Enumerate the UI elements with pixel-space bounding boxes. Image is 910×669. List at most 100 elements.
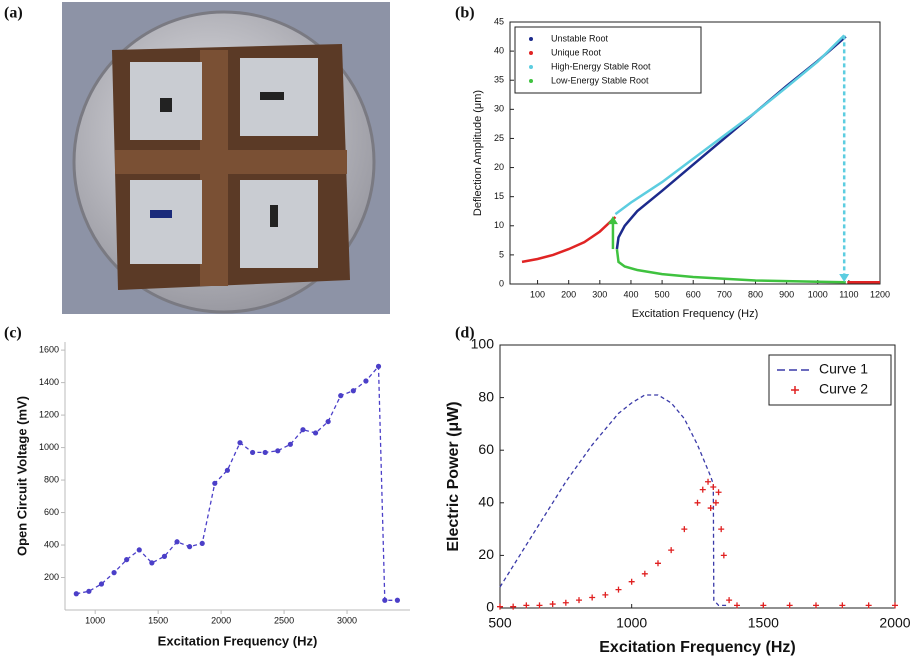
data-point xyxy=(174,539,179,544)
y-tick-label: 1000 xyxy=(39,442,59,452)
data-point xyxy=(839,602,845,608)
data-point xyxy=(225,468,230,473)
legend-marker xyxy=(529,65,533,69)
legend-marker xyxy=(529,79,533,83)
data-point xyxy=(602,592,608,598)
y-tick-label: 10 xyxy=(494,220,504,230)
arrow-head xyxy=(839,274,849,282)
data-point xyxy=(111,570,116,575)
legend-marker xyxy=(529,51,533,55)
series-line xyxy=(500,395,727,605)
data-point xyxy=(563,600,569,606)
x-tick-label: 2000 xyxy=(879,615,910,631)
y-axis-label: Deflection Amplitude (μm) xyxy=(472,90,484,216)
x-tick-label: 700 xyxy=(717,289,732,299)
y-tick-label: 60 xyxy=(478,441,494,457)
x-tick-label: 3000 xyxy=(337,615,357,625)
data-point xyxy=(589,594,595,600)
data-point xyxy=(550,601,556,607)
y-tick-label: 30 xyxy=(494,104,504,114)
x-tick-label: 1100 xyxy=(839,289,858,299)
y-axis-label: Electric Power (μW) xyxy=(445,401,462,551)
data-point xyxy=(681,526,687,532)
data-point xyxy=(892,602,898,608)
data-point xyxy=(655,560,661,566)
y-tick-label: 0 xyxy=(486,599,494,615)
data-point xyxy=(734,602,740,608)
legend-label: Unstable Root xyxy=(551,33,609,43)
y-tick-label: 40 xyxy=(478,494,494,510)
data-point xyxy=(313,430,318,435)
data-point xyxy=(382,598,387,603)
data-point xyxy=(275,448,280,453)
data-point xyxy=(695,500,701,506)
x-axis-label: Excitation Frequency (Hz) xyxy=(158,633,318,648)
x-tick-label: 1200 xyxy=(870,289,890,299)
data-point xyxy=(376,364,381,369)
series-line xyxy=(617,249,846,282)
y-tick-label: 200 xyxy=(44,572,59,582)
panel-label: (c) xyxy=(4,325,22,342)
legend-label: High-Energy Stable Root xyxy=(551,61,651,71)
y-tick-label: 40 xyxy=(494,45,504,55)
data-point xyxy=(700,487,706,493)
y-tick-label: 1400 xyxy=(39,377,59,387)
arrow-head xyxy=(608,216,618,224)
data-point xyxy=(787,602,793,608)
x-tick-label: 900 xyxy=(779,289,794,299)
x-tick-label: 2000 xyxy=(211,615,231,625)
data-point xyxy=(718,526,724,532)
data-point xyxy=(263,450,268,455)
data-point xyxy=(866,602,872,608)
data-point xyxy=(250,450,255,455)
data-point xyxy=(288,442,293,447)
y-tick-label: 25 xyxy=(494,133,504,143)
series-line xyxy=(76,366,397,600)
x-tick-label: 800 xyxy=(748,289,763,299)
data-point xyxy=(124,557,129,562)
legend-label: Curve 2 xyxy=(819,381,868,397)
data-point xyxy=(326,419,331,424)
x-tick-label: 200 xyxy=(561,289,576,299)
x-tick-label: 2500 xyxy=(274,615,294,625)
data-point xyxy=(149,560,154,565)
data-point xyxy=(86,589,91,594)
y-tick-label: 100 xyxy=(471,336,495,352)
legend-label: Unique Root xyxy=(551,47,602,57)
data-point xyxy=(716,489,722,495)
x-axis-label: Excitation Frequency (Hz) xyxy=(599,639,795,656)
data-point xyxy=(212,481,217,486)
x-tick-label: 1000 xyxy=(85,615,105,625)
y-tick-label: 5 xyxy=(499,249,504,259)
data-point xyxy=(576,597,582,603)
y-tick-label: 1600 xyxy=(39,344,59,354)
y-axis-label: Open Circuit Voltage (mV) xyxy=(14,396,29,556)
data-point xyxy=(395,598,400,603)
x-tick-label: 300 xyxy=(592,289,607,299)
y-tick-label: 1200 xyxy=(39,409,59,419)
data-point xyxy=(510,604,516,610)
y-tick-label: 45 xyxy=(494,16,504,26)
y-tick-label: 20 xyxy=(478,546,494,562)
data-point xyxy=(137,547,142,552)
data-point xyxy=(162,554,167,559)
y-tick-label: 15 xyxy=(494,191,504,201)
x-tick-label: 100 xyxy=(530,289,545,299)
data-point xyxy=(187,544,192,549)
data-point xyxy=(629,579,635,585)
y-tick-label: 35 xyxy=(494,75,504,85)
y-tick-label: 600 xyxy=(44,507,59,517)
y-tick-label: 0 xyxy=(499,278,504,288)
data-point xyxy=(497,604,503,610)
x-tick-label: 1000 xyxy=(616,615,647,631)
y-tick-label: 20 xyxy=(494,162,504,172)
x-tick-label: 500 xyxy=(655,289,670,299)
data-point xyxy=(726,597,732,603)
data-point xyxy=(721,552,727,558)
x-tick-label: 1000 xyxy=(808,289,828,299)
x-axis-label: Excitation Frequency (Hz) xyxy=(632,308,759,320)
data-point xyxy=(300,427,305,432)
panel-label: (b) xyxy=(455,5,475,22)
y-tick-label: 400 xyxy=(44,539,59,549)
x-tick-label: 1500 xyxy=(148,615,168,625)
